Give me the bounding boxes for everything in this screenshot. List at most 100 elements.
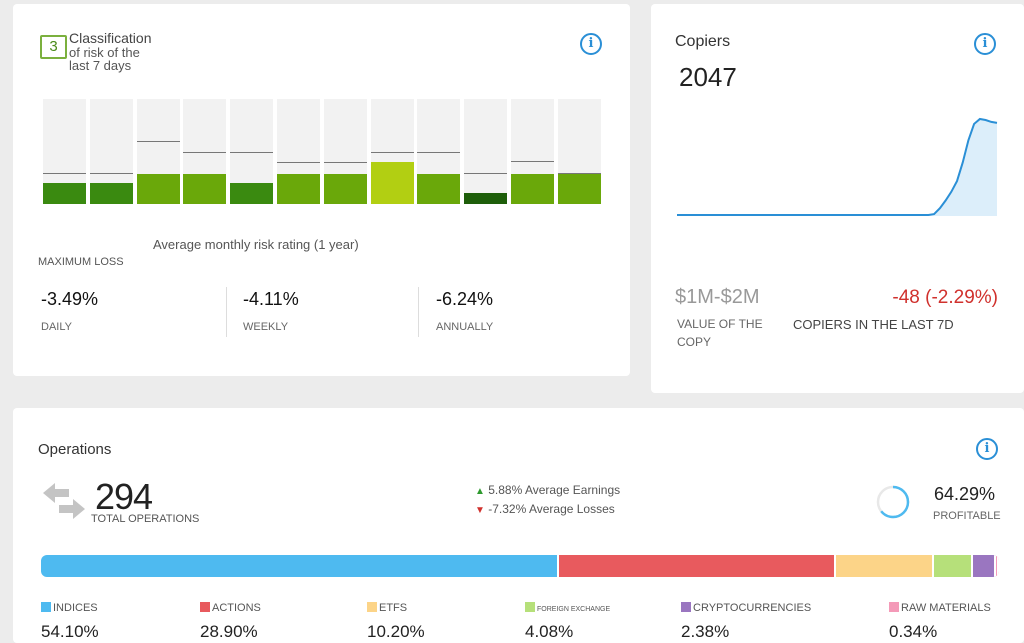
copy-value: $1M-$2M: [675, 286, 760, 308]
legend-actions: ACTIONS 28.90%: [200, 598, 261, 642]
profitable-ring-arc: [876, 485, 910, 519]
risk-bar: [183, 99, 227, 204]
swap-arrows-icon: [43, 483, 85, 519]
risk-bar-marker: [277, 162, 320, 163]
legend-label: INDICES: [53, 602, 98, 614]
operations-title: Operations: [38, 441, 112, 458]
risk-bar-fill: [511, 174, 554, 204]
profitable-ring: [876, 485, 910, 519]
allocation-segment: [995, 555, 999, 577]
total-operations-label: TOTAL OPERATIONS: [91, 513, 200, 525]
stat-annually-label: ANNUALLY: [436, 321, 494, 333]
risk-title-line2: of risk of the: [69, 45, 140, 60]
copiers-info-icon[interactable]: i: [974, 33, 996, 55]
legend-label: CRYPTOCURRENCIES: [693, 602, 812, 614]
legend-foreign-exchange: FOREIGN EXCHANGE 4.08%: [525, 598, 610, 642]
legend-swatch: [681, 602, 691, 612]
legend-pct: 2.38%: [681, 622, 730, 641]
risk-bars-chart: [43, 99, 601, 209]
legend-etfs: ETFS 10.20%: [367, 598, 425, 642]
allocation-segment: [559, 555, 837, 577]
allocation-segment: [836, 555, 934, 577]
risk-title-line3: last 7 days: [69, 58, 132, 73]
risk-bar: [136, 99, 180, 204]
average-earnings-text: 5.88% Average Earnings: [488, 483, 621, 497]
copy-value-label: VALUE OF THE COPY: [677, 317, 763, 349]
average-losses-text: -7.32% Average Losses: [488, 502, 615, 516]
legend-swatch: [41, 602, 51, 612]
operations-card: Operations i 294 TOTAL OPERATIONS ▲ 5.88…: [13, 408, 1024, 643]
stat-daily-label: DAILY: [41, 321, 72, 333]
risk-bar-marker: [183, 152, 227, 153]
risk-bar-fill: [230, 183, 274, 204]
legend-indices: INDICES 54.10%: [41, 598, 99, 642]
legend-pct: 10.20%: [367, 622, 425, 641]
copiers-trend-area: [928, 119, 997, 216]
risk-bar-fill: [323, 174, 367, 204]
legend-raw-materials: RAW MATERIALS 0.34%: [889, 598, 991, 642]
risk-bar-marker: [370, 152, 414, 153]
stat-daily-value: -3.49%: [41, 289, 99, 309]
risk-bar-fill: [277, 174, 320, 204]
risk-bar-fill: [464, 193, 508, 204]
risk-bar-fill: [370, 162, 414, 204]
risk-bar-fill: [557, 174, 601, 204]
allocation-bar: [41, 555, 999, 577]
operations-info-icon[interactable]: i: [976, 438, 998, 460]
copiers-trend-line: [677, 117, 998, 216]
stat-divider: [226, 287, 227, 337]
copiers-card: Copiers i 2047 $1M-$2M VALUE OF THE COPY…: [651, 4, 1024, 393]
risk-title-line1: Classification: [69, 30, 152, 46]
risk-bar: [230, 99, 274, 204]
risk-bar: [89, 99, 133, 204]
legend-pct: 54.10%: [41, 622, 99, 641]
risk-bar-marker: [323, 162, 367, 163]
risk-bar: [464, 99, 508, 204]
total-operations-value: 294: [95, 476, 153, 517]
risk-bars-caption: Average monthly risk rating (1 year): [153, 237, 359, 252]
profitable-value: 64.29%: [934, 484, 996, 504]
allocation-segment: [933, 555, 973, 577]
stat-annually-value: -6.24%: [436, 289, 494, 309]
risk-bar-fill: [136, 174, 180, 204]
risk-bar: [557, 99, 601, 204]
arrow-down-icon: ▼: [475, 505, 485, 516]
legend-label: FOREIGN EXCHANGE: [537, 606, 611, 613]
allocation-segment: [972, 555, 996, 577]
risk-bar: [417, 99, 461, 204]
risk-bar-marker: [136, 141, 180, 142]
copiers-trend-chart: [677, 117, 998, 216]
profitable-label: PROFITABLE: [933, 510, 1001, 522]
stat-weekly-label: WEEKLY: [243, 321, 289, 333]
risk-bar-fill: [417, 174, 461, 204]
risk-bar-marker: [464, 173, 508, 174]
risk-bar: [43, 99, 86, 204]
risk-bar-marker: [43, 173, 86, 174]
stat-weekly: -4.11% WEEKLY: [243, 289, 299, 333]
risk-bar-marker: [511, 161, 554, 162]
risk-bar: [370, 99, 414, 204]
risk-bar-marker: [417, 152, 461, 153]
stat-daily: -3.49% DAILY: [41, 289, 98, 333]
risk-bar: [277, 99, 320, 204]
copiers-count: 2047: [679, 62, 737, 92]
risk-bar-fill: [183, 174, 227, 204]
legend-pct: 28.90%: [200, 622, 258, 641]
stat-annually: -6.24% ANNUALLY: [436, 289, 493, 333]
legend-pct: 4.08%: [525, 622, 574, 641]
risk-bar: [511, 99, 554, 204]
legend-swatch: [889, 602, 899, 612]
average-earnings: ▲ 5.88% Average Earnings: [475, 483, 620, 497]
max-loss-label: MAXIMUM LOSS: [38, 256, 124, 268]
risk-bar-marker: [89, 173, 133, 174]
legend-label: ETFS: [379, 602, 408, 614]
legend-cryptocurrencies: CRYPTOCURRENCIES 2.38%: [681, 598, 811, 642]
stat-weekly-value: -4.11%: [243, 289, 299, 309]
risk-title: Classification of risk of the last 7 day…: [69, 30, 189, 73]
risk-bar-marker: [557, 173, 601, 174]
copiers-change-label: COPIERS IN THE LAST 7D: [793, 317, 954, 332]
allocation-segment: [41, 555, 560, 577]
average-losses: ▼ -7.32% Average Losses: [475, 502, 615, 516]
legend-swatch: [367, 602, 377, 612]
risk-info-icon[interactable]: i: [580, 33, 602, 55]
